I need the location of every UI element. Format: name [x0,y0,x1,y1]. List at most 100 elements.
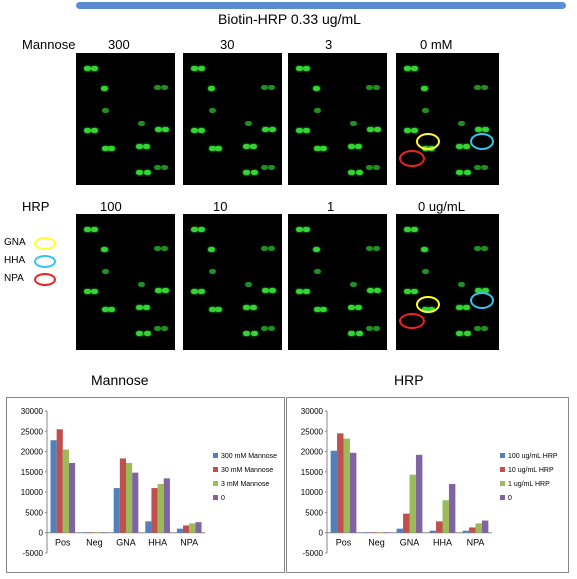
array-spot [84,289,91,294]
array-spot-faint [366,85,373,90]
array-spot [348,144,355,149]
gna-ring-icon [34,237,56,250]
array-spot [374,288,381,293]
array-spot-faint [102,269,109,274]
y-tick-label: 15000 [301,468,324,477]
bar [56,429,63,533]
array-spot-faint [154,85,161,90]
legend-swatch [213,495,218,500]
bar [448,484,456,533]
array-spot [367,127,374,132]
array-spot-faint [261,165,268,170]
array-spot [303,289,310,294]
array-spot [191,227,198,232]
array-spot-faint [474,85,481,90]
npa-ring-icon [34,273,56,286]
array-spot-faint [261,85,268,90]
y-tick-label: 10000 [21,488,44,497]
y-tick-label: 5000 [305,508,323,517]
array-spot-faint [154,246,161,251]
array-spot [101,86,108,91]
array-spot-faint [373,165,380,170]
bar [132,472,139,533]
y-tick-label: 0 [319,529,324,538]
top-conc-1: 300 [108,37,130,52]
array-spot [348,170,355,175]
array-spot [208,247,215,252]
bar [403,513,410,533]
array-spot-faint [154,326,161,331]
array-spot [243,305,250,310]
array-spot-faint [458,282,465,287]
top-conc-2: 30 [220,37,235,52]
npa-highlight-ring [399,313,425,329]
array-spot [411,289,418,294]
bottom-row-label: HRP [22,199,50,214]
array-spot-faint [373,246,380,251]
array-spot [303,227,310,232]
legend-swatch [500,453,505,458]
array-spot [355,144,362,149]
bar [409,474,416,533]
condition-banner [76,2,566,9]
array-spot [136,331,143,336]
array-spot [320,307,327,312]
array-spot [356,331,363,336]
bar [330,450,338,533]
gna-highlight-ring [416,133,440,150]
chart-hrp-plot: 30000 25000 20000 15000 10000 5000 0 -5000 Pos Ne… [301,407,558,558]
array-spot [143,144,150,149]
chart-hrp: 30000 25000 20000 15000 10000 5000 0 -5000 Pos Ne… [286,397,569,573]
array-spot [411,66,418,71]
array-spot [243,144,250,149]
y-tick-label: 20000 [21,448,44,457]
array-spot-faint [481,246,488,251]
legend-label: 0 [221,495,225,502]
array-spot-faint [474,326,481,331]
array-spot [84,128,91,133]
bar [429,530,437,533]
array-spot-faint [422,269,429,274]
array-spot [108,307,115,312]
bar [382,532,390,533]
bar [62,449,69,533]
array-spot [198,66,205,71]
category-label: GNA [400,538,420,548]
array-spot-faint [268,246,275,251]
array-spot [463,144,470,149]
category-label: GNA [116,538,136,548]
y-tick-label: 30000 [21,407,44,416]
array-spot [209,146,216,151]
array-spot-faint [314,269,321,274]
array-spot-faint [161,326,168,331]
array-blot [288,53,387,185]
chart-mannose: 30000 25000 20000 15000 10000 5000 0 -5000 Pos Ne… [6,397,285,573]
bar [126,462,133,533]
y-tick-label: 20000 [301,448,324,457]
y-tick-label: -5000 [23,549,44,558]
array-spot-faint [350,282,357,287]
category-label: Neg [368,538,385,548]
array-spot [143,305,150,310]
array-spot [198,227,205,232]
array-spot-faint [350,121,357,126]
array-spot [456,144,463,149]
array-blot [183,53,282,185]
array-spot-faint [209,108,216,113]
array-blot [288,214,387,350]
array-blot [76,214,175,350]
legend-label: 1 ug/mL HRP [508,481,550,488]
category-label: Pos [55,538,71,548]
array-spot [374,127,381,132]
array-spot [262,127,269,132]
array-spot [404,66,411,71]
chart-title-mannose: Mannose [91,372,149,388]
array-spot-faint [474,165,481,170]
array-spot [250,144,257,149]
array-spot [91,227,98,232]
bar [337,433,344,533]
legend-swatch [213,453,218,458]
array-spot-faint [422,108,429,113]
bar [481,520,489,533]
hha-highlight-ring [470,292,494,309]
